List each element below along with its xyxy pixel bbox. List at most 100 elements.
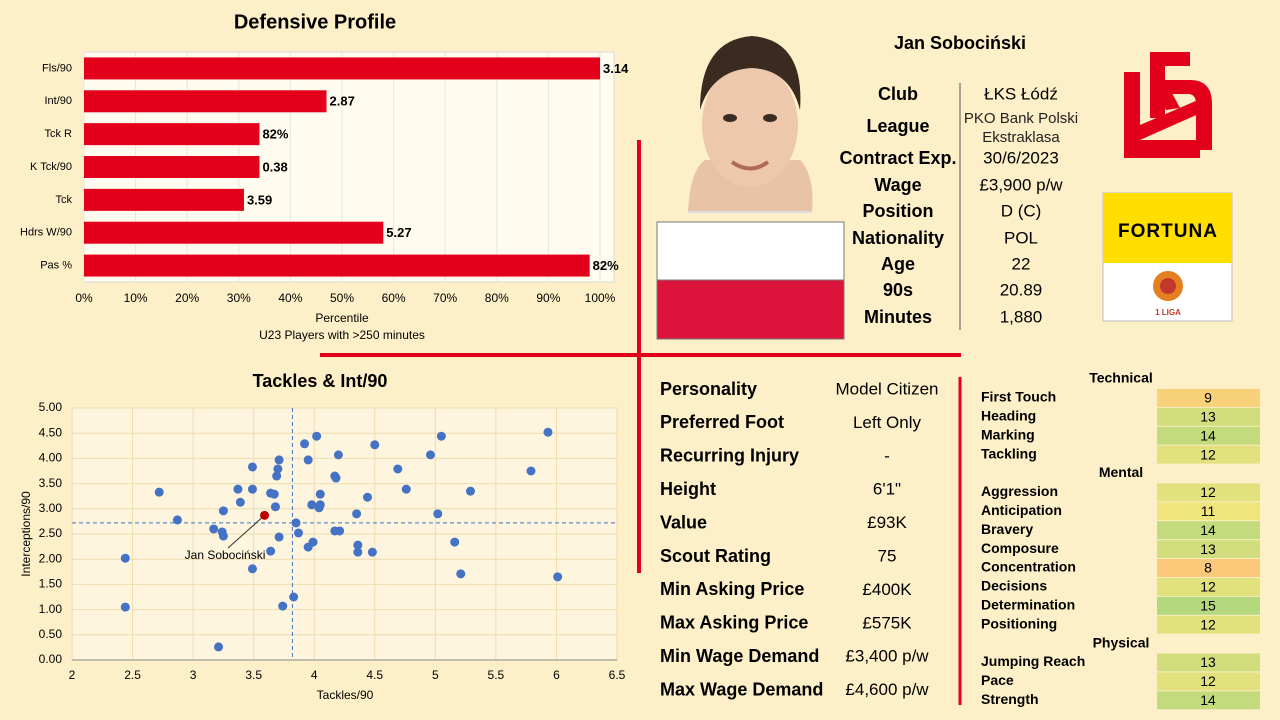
club-logo	[1124, 52, 1212, 158]
attribute-name: Heading	[981, 408, 1036, 424]
attribute-name: Composure	[981, 540, 1059, 556]
player-photo	[688, 36, 813, 213]
x-tick-label: 30%	[227, 291, 251, 305]
y-tick-label: 0.00	[39, 652, 63, 666]
chart-title: Tackles & Int/90	[253, 371, 388, 391]
attribute-cell	[1157, 445, 1260, 464]
field-label: 90s	[883, 280, 913, 300]
attribute-value: 14	[1200, 692, 1216, 708]
attribute-name: First Touch	[981, 389, 1056, 405]
point	[272, 471, 282, 481]
point	[293, 528, 303, 538]
point	[331, 473, 341, 483]
y-tick-label: 2.00	[39, 551, 63, 565]
point	[370, 440, 380, 450]
sponsor-name: FORTUNA	[1118, 221, 1218, 242]
point	[312, 431, 322, 441]
x-tick-label: 3	[190, 668, 197, 682]
point	[291, 518, 301, 528]
point	[526, 466, 536, 476]
attribute-cell	[1157, 691, 1260, 710]
point	[303, 455, 313, 465]
y-tick-label: K Tck/90	[30, 161, 72, 173]
field-value: 30/6/2023	[983, 148, 1059, 167]
attribute-value: 15	[1200, 598, 1216, 614]
point	[247, 462, 257, 472]
point	[289, 592, 299, 602]
leader-line	[227, 514, 265, 549]
point	[456, 569, 466, 579]
x-tick-label: 10%	[124, 291, 148, 305]
field-value: £3,900 p/w	[979, 175, 1063, 194]
sponsor-logo	[1102, 192, 1233, 322]
data-label: 2.87	[330, 94, 355, 109]
attribute-value: 12	[1200, 616, 1216, 632]
x-tick-label: 2.5	[124, 668, 141, 682]
point	[553, 572, 563, 582]
attribute-cell	[1157, 559, 1260, 577]
field-label: Nationality	[852, 228, 944, 248]
point	[235, 497, 245, 507]
y-tick-label: 5.00	[39, 400, 63, 414]
detail-value: Left Only	[853, 413, 922, 432]
field-label: Wage	[874, 175, 921, 195]
x-tick-label: 4	[311, 668, 318, 682]
point	[333, 450, 343, 460]
point	[269, 489, 279, 499]
point	[353, 540, 363, 550]
x-tick-label: 60%	[382, 291, 406, 305]
data-label: 0.38	[262, 159, 287, 174]
point	[120, 602, 130, 612]
point	[218, 506, 228, 516]
attribute-cell	[1157, 577, 1260, 596]
point	[450, 537, 460, 547]
data-label: 3.59	[247, 192, 272, 207]
x-tick-label: 6	[553, 668, 560, 682]
point	[315, 489, 325, 499]
x-tick-label: 2	[69, 668, 76, 682]
attribute-value: 9	[1204, 390, 1212, 406]
y-axis-label: Interceptions/90	[19, 491, 33, 577]
point	[274, 455, 284, 465]
point	[425, 450, 435, 460]
point	[209, 524, 219, 534]
detail-value: £400K	[862, 580, 912, 599]
y-tick-label: Tck	[56, 194, 73, 206]
detail-label: Min Asking Price	[660, 579, 804, 599]
attribute-name: Bravery	[981, 521, 1033, 537]
detail-label: Max Asking Price	[660, 613, 808, 633]
field-label: Minutes	[864, 307, 932, 327]
field-label: Position	[863, 201, 934, 221]
attribute-value: 13	[1200, 409, 1216, 425]
point	[270, 502, 280, 512]
detail-label: Scout Rating	[660, 546, 771, 566]
x-tick-label: 40%	[278, 291, 302, 305]
y-tick-label: Hdrs W/90	[20, 227, 72, 239]
point	[278, 601, 288, 611]
bar	[84, 123, 260, 146]
detail-value: 75	[878, 546, 897, 565]
field-label: Contract Exp.	[839, 148, 956, 168]
point	[307, 500, 317, 510]
attribute-cell	[1157, 502, 1260, 521]
x-tick-label: 5.5	[488, 668, 505, 682]
point	[363, 492, 373, 502]
point	[247, 484, 257, 494]
attribute-value: 12	[1200, 579, 1216, 595]
point	[154, 487, 164, 497]
point	[233, 484, 243, 494]
point	[352, 509, 362, 519]
point	[543, 427, 553, 437]
field-value: 20.89	[1000, 280, 1043, 299]
y-tick-label: Pas %	[40, 259, 72, 271]
y-tick-label: 4.00	[39, 451, 63, 465]
y-tick-label: 4.50	[39, 425, 63, 439]
group-header: Mental	[1099, 464, 1143, 480]
field-label: Club	[878, 84, 918, 104]
y-tick-label: 3.50	[39, 476, 63, 490]
point	[274, 532, 284, 542]
group-header: Technical	[1089, 370, 1153, 386]
detail-label: Personality	[660, 379, 757, 399]
field-value: 22	[1012, 254, 1031, 273]
attribute-cell	[1157, 540, 1260, 559]
